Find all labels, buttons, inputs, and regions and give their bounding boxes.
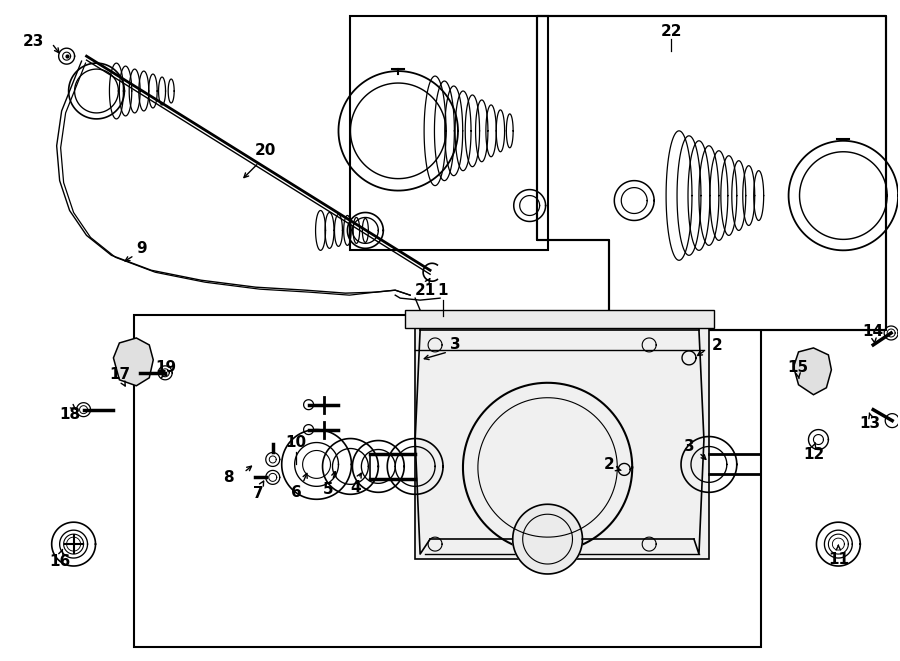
Text: 19: 19 xyxy=(156,360,176,375)
Bar xyxy=(415,328,709,559)
Text: 12: 12 xyxy=(803,447,824,462)
Text: 16: 16 xyxy=(49,553,70,568)
Text: 17: 17 xyxy=(109,368,130,382)
Bar xyxy=(134,315,760,646)
Text: 21: 21 xyxy=(415,283,436,297)
Text: 14: 14 xyxy=(863,325,884,340)
Text: 23: 23 xyxy=(23,34,44,49)
Text: 2: 2 xyxy=(604,457,615,472)
Polygon shape xyxy=(113,338,153,386)
Text: 13: 13 xyxy=(860,416,881,431)
Text: 11: 11 xyxy=(828,551,849,566)
Polygon shape xyxy=(794,348,832,395)
Polygon shape xyxy=(536,17,886,330)
Polygon shape xyxy=(463,383,632,552)
Text: 2: 2 xyxy=(712,338,722,354)
Text: 3: 3 xyxy=(684,439,694,454)
Bar xyxy=(405,310,714,328)
Text: 7: 7 xyxy=(254,486,264,501)
Text: 1: 1 xyxy=(437,283,448,297)
Text: 10: 10 xyxy=(285,435,306,450)
Text: 6: 6 xyxy=(292,485,302,500)
Text: 5: 5 xyxy=(323,482,334,497)
Text: 4: 4 xyxy=(350,480,361,495)
Bar xyxy=(415,328,709,559)
Text: 20: 20 xyxy=(255,143,276,158)
Text: 22: 22 xyxy=(661,24,682,39)
Text: 18: 18 xyxy=(59,407,80,422)
Text: 15: 15 xyxy=(787,360,808,375)
Text: 8: 8 xyxy=(223,470,234,485)
Text: 3: 3 xyxy=(450,337,460,352)
Polygon shape xyxy=(513,504,582,574)
Text: 9: 9 xyxy=(136,241,147,256)
Bar xyxy=(350,17,547,251)
